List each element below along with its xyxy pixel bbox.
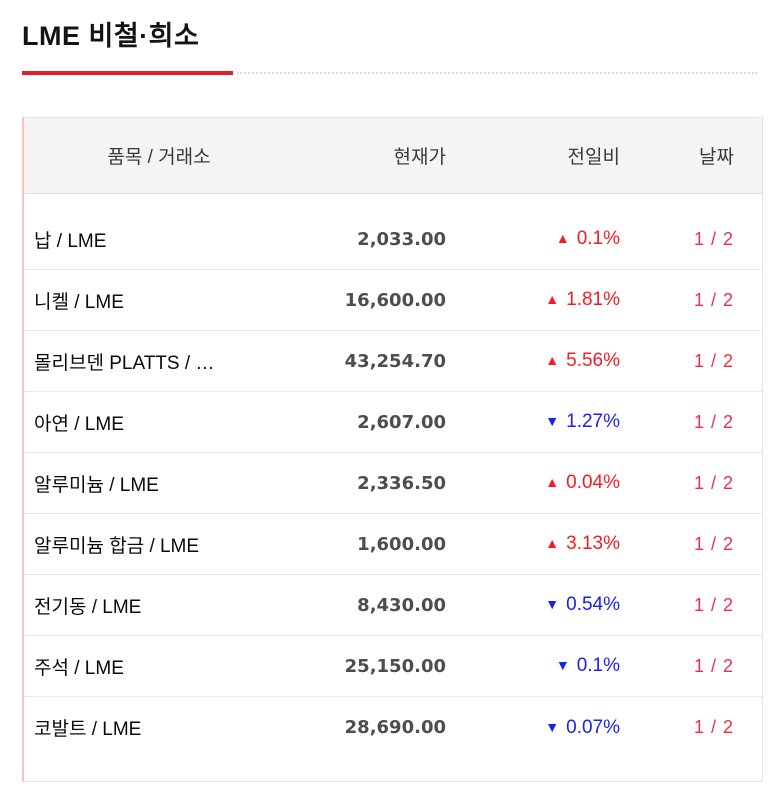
- current-price: 43,254.70: [344, 350, 446, 372]
- column-header-day-change: 전일비: [567, 147, 620, 168]
- title-underline-dotted: [237, 72, 757, 74]
- current-price: 8,430.00: [357, 594, 446, 616]
- date-value: 1 / 2: [693, 289, 734, 310]
- item-name: 니켈 / LME: [34, 291, 124, 313]
- date-value: 1 / 2: [693, 411, 734, 432]
- change-percent: 0.54%: [566, 594, 620, 615]
- item-name: 몰리브덴 PLATTS / …: [34, 352, 215, 374]
- item-name: 주석 / LME: [34, 657, 124, 679]
- table-row: 알루미늄 합금 / LME 1,600.00 ▲ 3.13% 1 / 2: [24, 514, 762, 575]
- table-row: 코발트 / LME 28,690.00 ▼ 0.07% 1 / 2: [24, 697, 762, 758]
- day-change: ▼ 0.54%: [460, 594, 636, 616]
- item-name: 알루미늄 / LME: [34, 474, 159, 496]
- direction-arrow-icon: ▲: [545, 535, 560, 551]
- change-percent: 0.04%: [566, 472, 620, 493]
- day-change: ▼ 0.1%: [460, 655, 636, 677]
- metal-price-table: 품목 / 거래소 현재가 전일비 날짜 납 / LME 2,033.00 ▲ 0.…: [22, 117, 763, 782]
- current-price: 28,690.00: [344, 717, 446, 738]
- table-row: 주석 / LME 25,150.00 ▼ 0.1% 1 / 2: [24, 636, 762, 697]
- date-value: 1 / 2: [693, 350, 734, 371]
- day-change: ▲ 5.56%: [460, 350, 636, 372]
- current-price: 2,336.50: [357, 472, 446, 494]
- table-row: 몰리브덴 PLATTS / … 43,254.70 ▲ 5.56% 1 / 2: [24, 331, 762, 392]
- direction-arrow-icon: ▼: [555, 657, 570, 673]
- change-percent: 0.07%: [566, 716, 620, 738]
- item-name: 아연 / LME: [34, 413, 124, 435]
- direction-arrow-icon: ▲: [555, 230, 570, 246]
- day-change: ▲ 1.81%: [460, 289, 636, 311]
- day-change: ▼ 1.27%: [460, 411, 636, 433]
- current-price: 16,600.00: [344, 289, 446, 311]
- date-value: 1 / 2: [693, 472, 734, 493]
- table-row: 전기동 / LME 8,430.00 ▼ 0.54% 1 / 2: [24, 575, 762, 636]
- current-price: 25,150.00: [344, 655, 446, 677]
- date-value: 1 / 2: [693, 717, 734, 737]
- direction-arrow-icon: ▲: [545, 352, 560, 368]
- page: LME 비철·희소 품목 / 거래소 현재가 전일비 날짜 납 / LME 2,…: [22, 21, 763, 782]
- change-percent: 3.13%: [566, 533, 620, 554]
- direction-arrow-icon: ▲: [545, 291, 560, 307]
- day-change: ▼ 0.07%: [460, 717, 636, 739]
- table-header-row: 품목 / 거래소 현재가 전일비 날짜: [24, 118, 762, 194]
- item-name: 알루미늄 합금 / LME: [34, 535, 200, 557]
- day-change: ▲ 3.13%: [460, 533, 636, 555]
- item-name: 전기동 / LME: [34, 596, 142, 618]
- date-value: 1 / 2: [693, 533, 734, 554]
- change-percent: 1.81%: [566, 289, 620, 310]
- column-header-current-price: 현재가: [393, 147, 446, 168]
- day-change: ▲ 0.04%: [460, 472, 636, 494]
- table-row: 알루미늄 / LME 2,336.50 ▲ 0.04% 1 / 2: [24, 453, 762, 514]
- item-name: 코발트 / LME: [34, 719, 142, 740]
- title-underline-accent: [22, 71, 233, 75]
- item-name: 납 / LME: [34, 230, 107, 252]
- date-value: 1 / 2: [693, 594, 734, 615]
- date-value: 1 / 2: [693, 655, 734, 676]
- current-price: 1,600.00: [357, 533, 446, 555]
- table-row: 니켈 / LME 16,600.00 ▲ 1.81% 1 / 2: [24, 270, 762, 331]
- change-percent: 5.56%: [566, 350, 620, 371]
- change-percent: 0.1%: [576, 228, 620, 249]
- current-price: 2,607.00: [357, 411, 446, 433]
- current-price: 2,033.00: [357, 228, 446, 250]
- direction-arrow-icon: ▼: [545, 413, 560, 429]
- date-value: 1 / 2: [693, 228, 734, 249]
- change-percent: 0.1%: [576, 655, 620, 676]
- table-row: 아연 / LME 2,607.00 ▼ 1.27% 1 / 2: [24, 392, 762, 453]
- table-row: 납 / LME 2,033.00 ▲ 0.1% 1 / 2: [24, 209, 762, 270]
- table-body: 납 / LME 2,033.00 ▲ 0.1% 1 / 2 니켈 / LME 16…: [24, 194, 762, 781]
- page-title: LME 비철·희소: [22, 21, 200, 51]
- column-header-date: 날짜: [699, 147, 734, 168]
- change-percent: 1.27%: [566, 411, 620, 432]
- direction-arrow-icon: ▼: [545, 596, 560, 612]
- direction-arrow-icon: ▼: [545, 718, 560, 735]
- column-header-item-exchange: 품목 / 거래소: [107, 147, 211, 168]
- direction-arrow-icon: ▲: [545, 474, 560, 490]
- title-underline: [22, 71, 763, 75]
- day-change: ▲ 0.1%: [460, 228, 636, 250]
